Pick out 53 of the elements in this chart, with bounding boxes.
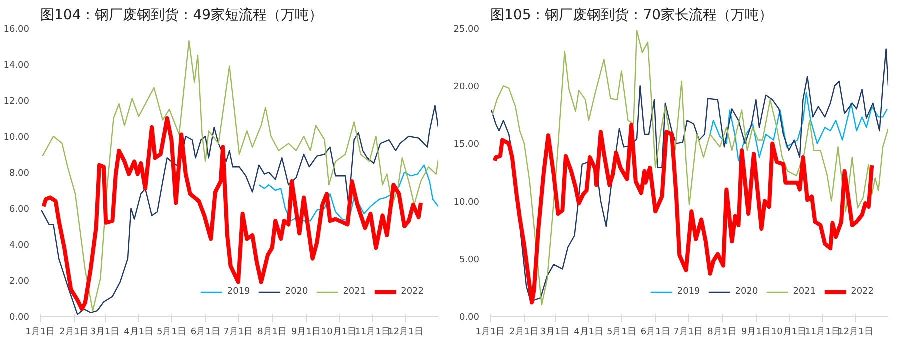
x-tick-label: 5月1日 xyxy=(606,328,636,338)
y-tick-label: 8.00 xyxy=(9,169,30,179)
y-tick-label: 16.00 xyxy=(4,25,30,35)
x-tick-label: 4月1日 xyxy=(124,328,154,338)
x-tick-label: 1月1日 xyxy=(26,328,56,338)
y-tick-label: 2.00 xyxy=(9,277,30,287)
x-tick-label: 2月1日 xyxy=(60,328,90,338)
legend-label: 2019 xyxy=(227,287,250,297)
y-tick-label: 20.00 xyxy=(454,82,480,93)
y-tick-label: 15.00 xyxy=(454,140,480,150)
x-tick-label: 6月1日 xyxy=(640,328,670,338)
line-series xyxy=(492,123,874,305)
y-tick-label: 10.00 xyxy=(454,198,480,208)
y-tick-label: 25.00 xyxy=(454,25,480,35)
x-tick-label: 9月1日 xyxy=(291,328,321,338)
y-tick-label: 6.00 xyxy=(9,205,30,215)
legend-label: 2019 xyxy=(677,287,700,297)
line-series xyxy=(42,40,438,312)
legend-label: 2021 xyxy=(793,287,816,297)
x-tick-label: 11月1日 xyxy=(355,328,390,338)
y-tick-label: 4.00 xyxy=(9,241,30,251)
x-tick-label: 3月1日 xyxy=(540,328,570,338)
x-tick-label: 11月1日 xyxy=(805,328,840,338)
x-tick-label: 5月1日 xyxy=(156,328,186,338)
legend-label: 2020 xyxy=(735,287,758,297)
line-series xyxy=(258,164,438,222)
x-tick-label: 1月1日 xyxy=(476,328,506,338)
y-tick-label: 0.00 xyxy=(459,313,480,323)
x-tick-label: 8月1日 xyxy=(708,328,738,338)
y-tick-label: 10.00 xyxy=(4,133,30,143)
legend-label: 2022 xyxy=(401,287,424,297)
y-tick-label: 0.00 xyxy=(9,313,30,323)
x-tick-label: 2月1日 xyxy=(510,328,540,338)
x-tick-label: 10月1日 xyxy=(321,328,357,338)
x-tick-label: 12月1日 xyxy=(388,328,424,338)
x-tick-label: 12月1日 xyxy=(838,328,874,338)
legend-label: 2022 xyxy=(851,287,874,297)
chart-title: 图104：钢厂废钢到货：49家短流程（万吨） xyxy=(40,8,324,24)
y-tick-label: 12.00 xyxy=(4,97,30,107)
line-series xyxy=(710,92,888,162)
x-tick-label: 8月1日 xyxy=(258,328,288,338)
x-tick-label: 9月1日 xyxy=(741,328,771,338)
legend-label: 2020 xyxy=(285,287,308,297)
x-tick-label: 6月1日 xyxy=(190,328,220,338)
x-tick-label: 3月1日 xyxy=(90,328,120,338)
legend-label: 2021 xyxy=(343,287,366,297)
y-tick-label: 14.00 xyxy=(4,61,30,71)
y-tick-label: 5.00 xyxy=(459,255,480,266)
x-tick-label: 4月1日 xyxy=(574,328,604,338)
x-tick-label: 7月1日 xyxy=(224,328,254,338)
x-tick-label: 10月1日 xyxy=(771,328,807,338)
x-tick-label: 7月1日 xyxy=(674,328,704,338)
chart-title: 图105：钢厂废钢到货：70家长流程（万吨） xyxy=(490,8,774,24)
